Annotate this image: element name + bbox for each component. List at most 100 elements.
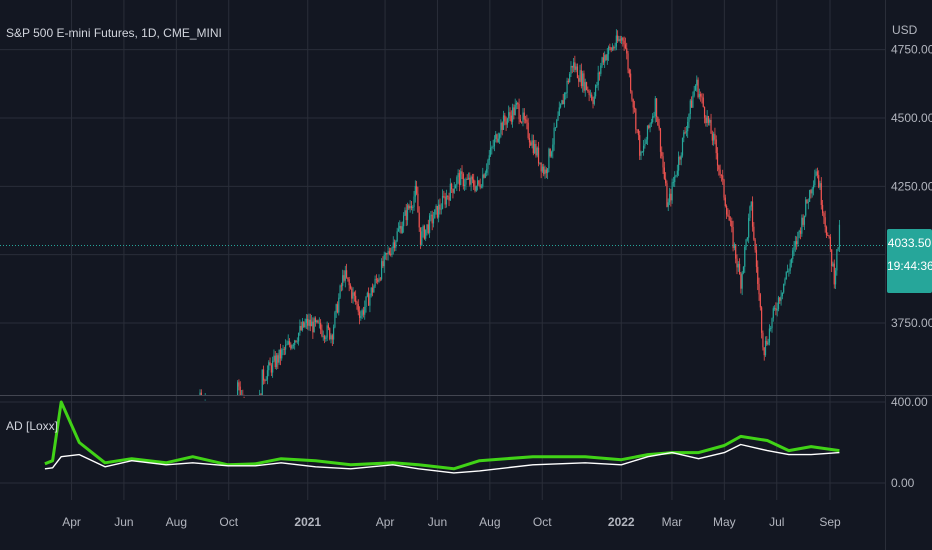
candle [347, 277, 349, 282]
candle [689, 98, 691, 120]
candle [401, 221, 403, 234]
candle [326, 321, 328, 342]
candle [365, 296, 367, 313]
candle [788, 268, 790, 277]
candle [715, 135, 717, 160]
candle [462, 172, 464, 190]
candle [204, 393, 206, 401]
candle [588, 89, 590, 102]
candle [521, 121, 523, 124]
candle [285, 339, 287, 355]
candle [753, 222, 755, 241]
candle [464, 178, 466, 191]
candle [627, 50, 629, 74]
candle [430, 211, 432, 222]
candle [482, 167, 484, 189]
candle [338, 293, 340, 316]
indicator-axis[interactable]: 400.00 0.00 [891, 395, 928, 490]
time-tick-label: 2022 [608, 515, 635, 529]
candle [550, 150, 553, 158]
candle [438, 199, 440, 223]
candle [770, 325, 772, 332]
candle [296, 337, 298, 344]
candle [729, 216, 732, 227]
time-tick-label: Apr [376, 515, 395, 529]
candle [294, 339, 296, 350]
candle [527, 118, 529, 140]
candle [613, 45, 615, 51]
candle [828, 235, 830, 239]
candle [601, 56, 603, 68]
candle [674, 171, 676, 188]
candle [282, 345, 284, 356]
candle [776, 302, 778, 317]
candle [303, 321, 305, 328]
candle [335, 303, 337, 318]
candle [600, 62, 602, 77]
indicator-tick-label: 400.00 [891, 395, 928, 409]
candle [453, 182, 455, 194]
candle-series [199, 29, 841, 401]
candle [457, 169, 459, 184]
candle [614, 42, 616, 51]
candle [426, 224, 428, 236]
candle [609, 43, 611, 51]
candle [572, 58, 575, 73]
candle [291, 344, 293, 350]
candle [684, 127, 686, 135]
candle [635, 107, 637, 134]
candle [470, 175, 472, 192]
candle [771, 317, 773, 333]
candle [384, 252, 387, 260]
candle [290, 342, 292, 351]
candle [500, 119, 502, 138]
candle [710, 113, 712, 134]
candle [297, 332, 300, 346]
candle [759, 292, 761, 311]
candle [816, 167, 818, 179]
candle [499, 132, 501, 144]
candle [327, 322, 330, 331]
candle [502, 110, 505, 130]
candle [278, 349, 280, 365]
candle [373, 284, 375, 293]
candle [416, 180, 418, 196]
candle [672, 176, 675, 187]
candle [371, 283, 374, 297]
candle [348, 276, 350, 292]
candle [397, 222, 400, 232]
candle [785, 271, 787, 280]
candle [649, 122, 651, 133]
candle [523, 108, 525, 124]
candle [748, 213, 750, 244]
candle [496, 133, 498, 144]
candle [391, 246, 393, 258]
time-axis[interactable]: Apr Jun Aug Oct 2021 Apr Jun Aug Oct 2022 Mar May Ju… [62, 515, 841, 529]
candle [277, 353, 279, 369]
time-tick-label: 2021 [294, 515, 321, 529]
candle [200, 389, 202, 395]
candle [789, 259, 791, 274]
candle [451, 182, 453, 194]
candle [659, 127, 662, 159]
candle [690, 96, 693, 108]
candle [793, 241, 795, 257]
candle [595, 84, 597, 99]
candle [679, 155, 681, 165]
candle [270, 363, 272, 377]
candle [495, 131, 497, 143]
candle [617, 30, 619, 43]
candle [339, 284, 341, 299]
candle [718, 164, 720, 176]
candle [383, 251, 385, 273]
time-tick-label: Aug [166, 515, 187, 529]
candle [650, 118, 652, 128]
candle [794, 235, 796, 252]
candle [676, 164, 678, 178]
candle [351, 286, 353, 304]
candle [561, 99, 563, 105]
candle [305, 314, 307, 329]
candle [801, 214, 803, 237]
candle [362, 306, 365, 318]
